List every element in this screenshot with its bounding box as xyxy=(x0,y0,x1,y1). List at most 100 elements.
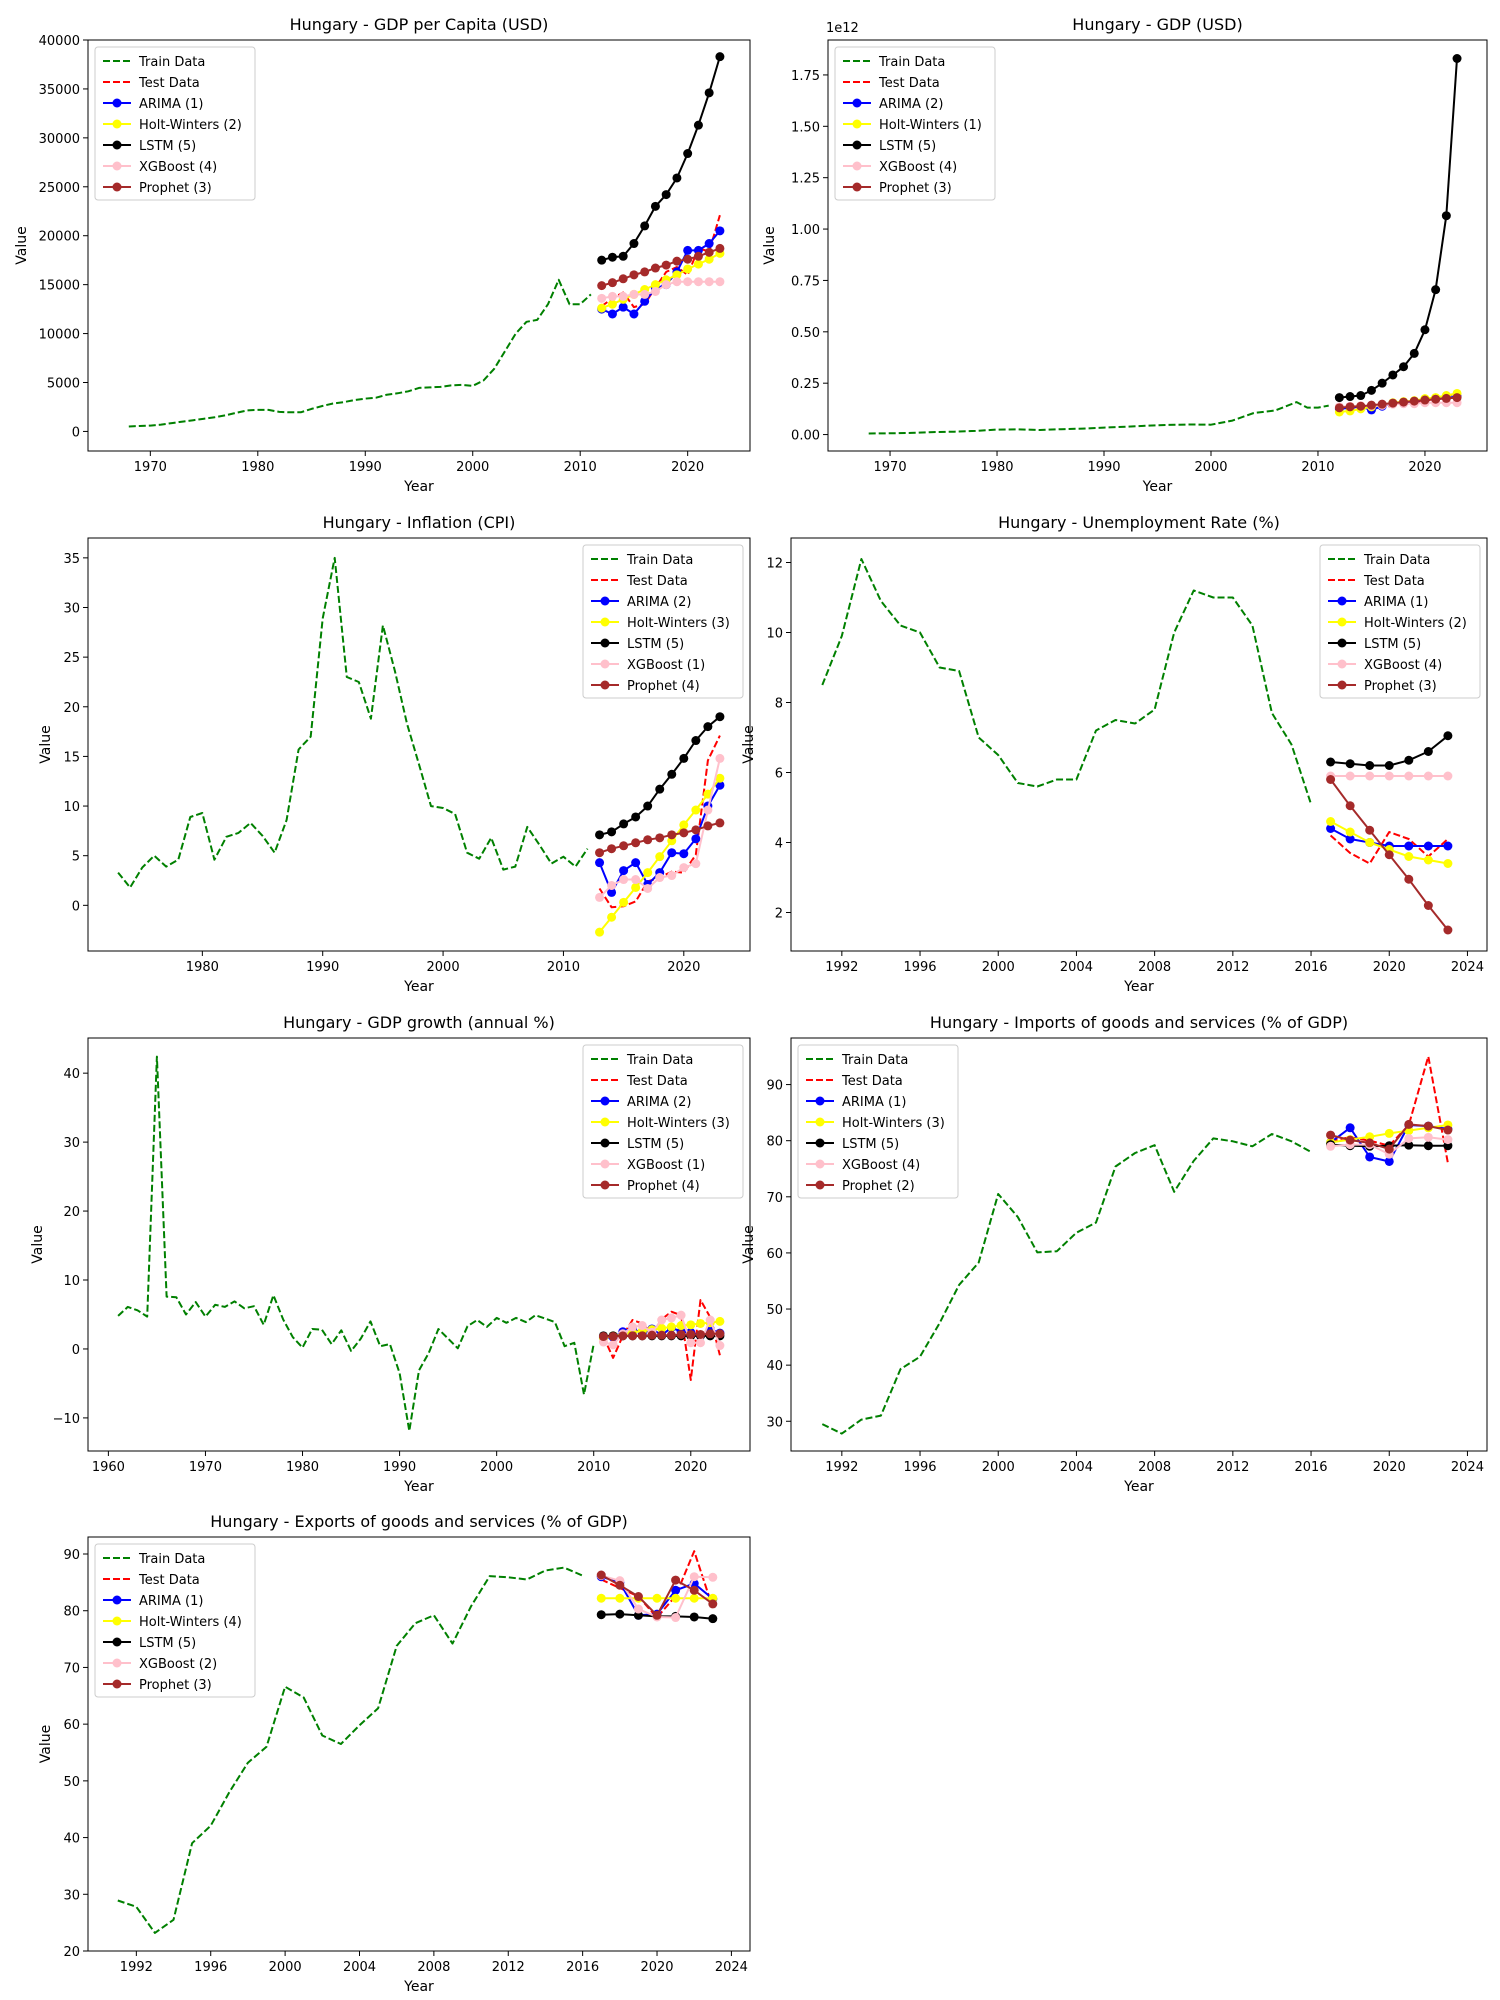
data-point-prophet xyxy=(643,835,653,845)
legend-label: Test Data xyxy=(878,76,940,91)
data-point-xgboost xyxy=(608,1340,618,1350)
data-point-xgboost xyxy=(676,1310,686,1320)
axes-frame xyxy=(790,537,1488,952)
data-point-prophet xyxy=(1452,393,1462,403)
data-point-holt_winters xyxy=(1443,859,1453,868)
y-tick-label: 50 xyxy=(766,1303,783,1318)
x-tick-label: 2000 xyxy=(982,960,1015,975)
legend-marker-arima xyxy=(112,1595,122,1605)
legend-label: ARIMA (2) xyxy=(627,595,691,610)
data-point-holt_winters xyxy=(695,1318,705,1328)
data-point-lstm xyxy=(1431,285,1441,295)
y-tick-label: 30000 xyxy=(39,132,80,147)
legend-label: Holt-Winters (3) xyxy=(627,616,730,631)
data-point-xgboost xyxy=(1404,1133,1414,1143)
legend: Train Data Test Data ARIMA (1) Holt-Winters… xyxy=(1319,544,1481,699)
data-point-xgboost xyxy=(693,277,703,287)
data-point-xgboost xyxy=(715,753,725,763)
data-point-lstm xyxy=(1356,391,1366,401)
legend-marker-lstm xyxy=(112,1637,122,1647)
y-axis-label: Value xyxy=(741,725,757,763)
subplot-1: Hungary - GDP per Capita (USD) 1970 1980 19… xyxy=(14,15,751,495)
legend-marker-xgboost xyxy=(112,1658,122,1668)
x-tick-label: 1980 xyxy=(980,460,1013,475)
legend-label: Test Data xyxy=(626,1074,688,1089)
data-point-lstm xyxy=(1423,747,1433,756)
data-point-prophet xyxy=(704,247,714,257)
data-point-holt_winters xyxy=(1404,852,1414,861)
legend: Train Data Test Data ARIMA (1) Holt-Winters… xyxy=(94,1543,256,1698)
data-point-xgboost xyxy=(1423,771,1433,781)
data-point-prophet xyxy=(1326,775,1336,784)
data-point-xgboost xyxy=(704,277,714,287)
data-point-prophet xyxy=(1404,1119,1414,1129)
y-tick-label: 20 xyxy=(63,1945,80,1960)
legend-marker-lstm xyxy=(815,1138,825,1148)
legend-label: XGBoost (4) xyxy=(842,1158,920,1173)
legend-label: ARIMA (1) xyxy=(139,97,203,112)
data-point-arima xyxy=(715,780,725,790)
data-point-arima xyxy=(607,309,617,319)
data-point-lstm xyxy=(679,753,689,763)
data-point-prophet xyxy=(1345,1135,1355,1145)
y-offset-text: 1e12 xyxy=(826,21,859,36)
data-point-lstm xyxy=(615,1609,625,1619)
legend-marker-lstm xyxy=(600,638,610,648)
legend-label: Train Data xyxy=(138,55,205,70)
legend-label: Holt-Winters (1) xyxy=(879,118,982,133)
y-tick-label: 40 xyxy=(766,1359,783,1374)
x-tick-label: 2020 xyxy=(1408,460,1441,475)
legend-marker-xgboost xyxy=(852,161,862,171)
data-point-holt_winters xyxy=(1384,1128,1394,1138)
legend-marker-holt_winters xyxy=(815,1117,825,1127)
legend-marker-prophet xyxy=(112,1679,122,1689)
legend-label: ARIMA (2) xyxy=(627,1095,691,1110)
y-axis-label: Value xyxy=(30,1225,46,1263)
legend-label: Holt-Winters (3) xyxy=(842,1116,945,1131)
legend-marker-prophet xyxy=(815,1180,825,1190)
legend: Train Data Test Data ARIMA (2) Holt-Winters… xyxy=(582,544,744,699)
legend-label: Train Data xyxy=(878,55,945,70)
x-tick-label: 2000 xyxy=(269,1960,302,1975)
data-point-lstm xyxy=(667,769,677,779)
x-tick-label: 2012 xyxy=(492,1960,525,1975)
axes-frame xyxy=(827,39,1488,452)
data-point-lstm xyxy=(691,736,701,746)
legend-marker-lstm xyxy=(852,140,862,150)
data-point-prophet xyxy=(705,1329,715,1339)
data-point-prophet xyxy=(695,1329,705,1339)
data-point-xgboost xyxy=(633,1604,643,1614)
data-point-lstm xyxy=(650,201,660,211)
data-point-holt_winters xyxy=(666,1322,676,1332)
x-tick-label: 2020 xyxy=(674,1460,707,1475)
data-point-holt_winters xyxy=(715,773,725,783)
data-point-lstm xyxy=(715,52,725,62)
data-point-prophet xyxy=(1423,901,1433,910)
legend-label: ARIMA (1) xyxy=(1364,595,1428,610)
data-point-prophet xyxy=(676,1329,686,1339)
data-point-xgboost xyxy=(1443,771,1453,781)
x-tick-label: 1996 xyxy=(903,1460,936,1475)
y-tick-label: 0.50 xyxy=(791,326,820,341)
data-point-prophet xyxy=(1326,1130,1336,1140)
data-point-prophet xyxy=(1399,397,1409,407)
data-point-prophet xyxy=(1365,825,1375,835)
data-point-prophet xyxy=(661,260,671,270)
data-point-prophet xyxy=(615,1580,625,1590)
legend-marker-prophet xyxy=(112,182,122,192)
data-point-arima xyxy=(1365,1152,1375,1162)
data-point-prophet xyxy=(631,838,641,848)
data-point-xgboost xyxy=(672,277,682,287)
y-tick-label: 25000 xyxy=(39,181,80,196)
legend-marker-prophet xyxy=(1337,680,1347,690)
data-point-prophet xyxy=(647,1330,657,1340)
data-point-xgboost xyxy=(655,873,665,883)
legend-box xyxy=(94,1543,256,1698)
data-point-lstm xyxy=(1443,1141,1453,1151)
data-point-holt_winters xyxy=(691,805,701,815)
legend-marker-prophet xyxy=(600,1180,610,1190)
x-tick-label: 2020 xyxy=(640,1960,673,1975)
data-point-lstm xyxy=(1345,392,1355,402)
data-point-arima xyxy=(618,302,628,312)
data-point-holt_winters xyxy=(597,303,607,313)
